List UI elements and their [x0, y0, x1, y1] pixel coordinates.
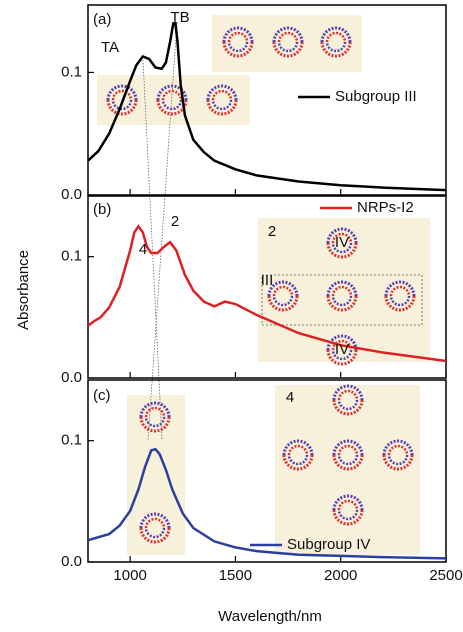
plot-frame	[87, 379, 447, 563]
y-tick-label: 0.0	[61, 553, 82, 570]
data-line	[87, 224, 447, 363]
x-tick-label: 2000	[324, 567, 357, 584]
y-tick-label: 0.1	[61, 432, 82, 449]
annotation: TB	[170, 9, 189, 26]
x-tick-label: 1000	[113, 567, 146, 584]
plot-frame	[87, 4, 447, 196]
panel-label: (a)	[93, 11, 111, 28]
legend-label: NRPs-I2	[357, 199, 414, 216]
y-tick-label: 0.0	[61, 369, 82, 386]
x-tick-label: 1500	[219, 567, 252, 584]
y-axis-title: Absorbance	[15, 250, 32, 330]
y-tick-label: 0.1	[61, 248, 82, 265]
x-tick-label: 2500	[429, 567, 462, 584]
annotation: IV	[335, 341, 349, 358]
annotation: 2	[171, 213, 179, 230]
annotation: IV	[335, 234, 349, 251]
legend-label: Subgroup III	[335, 88, 417, 105]
y-tick-label: 0.1	[61, 63, 82, 80]
y-tick-label: 0.0	[61, 186, 82, 203]
panel-label: (c)	[93, 387, 111, 404]
annotation: III	[261, 272, 274, 289]
annotation: 4	[139, 241, 147, 258]
legend-label: Subgroup IV	[287, 536, 370, 553]
plot-frame	[87, 195, 447, 379]
data-line	[87, 447, 447, 560]
annotation: TA	[101, 39, 119, 56]
annotation: 2	[268, 223, 276, 240]
inset-images	[97, 15, 430, 555]
panel-label: (b)	[93, 201, 111, 218]
x-axis-title: Wavelength/nm	[218, 608, 322, 625]
data-line	[87, 22, 447, 192]
annotation: 4	[286, 389, 294, 406]
